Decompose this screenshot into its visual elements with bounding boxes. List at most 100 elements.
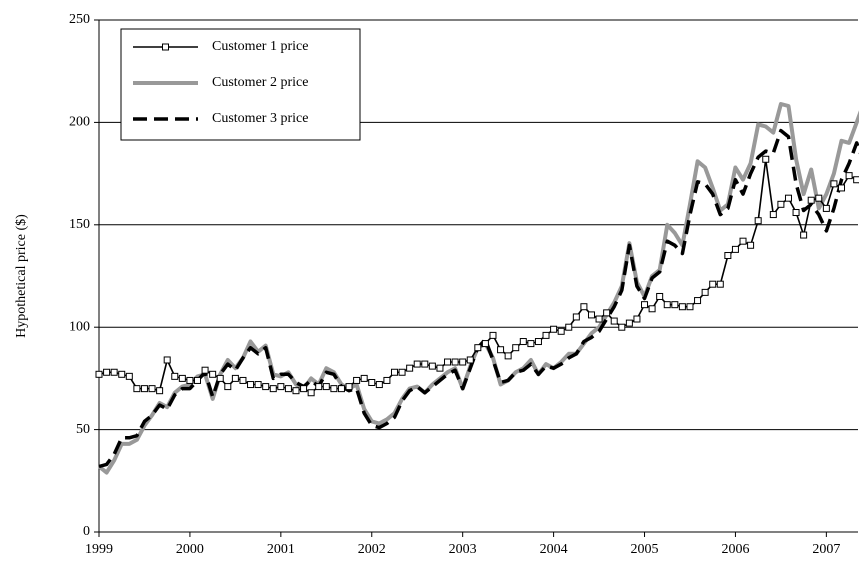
marker xyxy=(118,370,126,378)
marker xyxy=(701,288,709,296)
marker xyxy=(557,327,565,335)
marker xyxy=(625,319,633,327)
marker xyxy=(678,303,686,311)
x-tick-label: 2007 xyxy=(812,542,840,557)
marker xyxy=(292,387,300,395)
marker xyxy=(413,360,421,368)
marker xyxy=(800,231,808,239)
marker xyxy=(512,344,520,352)
marker xyxy=(110,368,118,376)
marker xyxy=(428,362,436,370)
marker xyxy=(504,352,512,360)
marker xyxy=(580,303,588,311)
series-line xyxy=(98,128,859,469)
x-tick-label: 2002 xyxy=(358,542,386,557)
marker xyxy=(474,344,482,352)
marker xyxy=(247,381,255,389)
marker xyxy=(550,325,558,333)
marker xyxy=(231,374,239,382)
marker xyxy=(216,374,224,382)
marker xyxy=(595,315,603,323)
marker xyxy=(193,376,201,384)
marker xyxy=(807,196,815,204)
marker xyxy=(436,364,444,372)
marker xyxy=(375,381,383,389)
series-line xyxy=(97,102,859,475)
marker xyxy=(830,180,838,188)
marker xyxy=(497,346,505,354)
marker xyxy=(754,217,762,225)
x-tick-label: 2006 xyxy=(721,542,749,557)
marker xyxy=(648,305,656,313)
marker xyxy=(784,194,792,202)
y-tick-label: 0 xyxy=(83,524,90,539)
marker xyxy=(618,323,626,331)
marker xyxy=(815,194,823,202)
marker xyxy=(353,376,361,384)
marker xyxy=(656,292,664,300)
marker xyxy=(565,323,573,331)
y-axis-label: Hypothetical price ($) xyxy=(14,214,29,338)
marker xyxy=(383,376,391,384)
marker xyxy=(527,340,535,348)
marker xyxy=(277,383,285,391)
legend-label: Customer 3 price xyxy=(212,111,308,126)
x-tick-label: 1999 xyxy=(85,542,113,557)
marker xyxy=(390,368,398,376)
x-tick-label: 2001 xyxy=(267,542,295,557)
y-tick-label: 100 xyxy=(69,319,90,334)
marker xyxy=(845,172,853,180)
marker xyxy=(610,317,618,325)
marker xyxy=(406,364,414,372)
marker xyxy=(103,368,111,376)
marker xyxy=(307,389,315,397)
marker xyxy=(444,358,452,366)
marker xyxy=(262,383,270,391)
marker xyxy=(534,338,542,346)
marker xyxy=(322,383,330,391)
y-tick-label: 250 xyxy=(69,12,90,27)
marker xyxy=(519,338,527,346)
x-tick-label: 2000 xyxy=(176,542,204,557)
marker xyxy=(724,252,732,260)
x-tick-label: 2003 xyxy=(449,542,477,557)
marker xyxy=(663,301,671,309)
marker xyxy=(345,383,353,391)
series-line xyxy=(98,158,859,394)
marker xyxy=(716,280,724,288)
marker xyxy=(337,385,345,393)
x-tick-label: 2005 xyxy=(631,542,659,557)
marker xyxy=(398,368,406,376)
marker xyxy=(671,301,679,309)
marker xyxy=(709,280,717,288)
y-tick-label: 150 xyxy=(69,217,90,232)
marker xyxy=(686,303,694,311)
marker xyxy=(95,370,103,378)
marker xyxy=(641,301,649,309)
x-tick-label: 2004 xyxy=(540,542,568,557)
marker xyxy=(254,381,262,389)
marker xyxy=(368,378,376,386)
marker xyxy=(163,356,171,364)
marker xyxy=(489,331,497,339)
marker xyxy=(587,311,595,319)
marker xyxy=(792,209,800,217)
marker xyxy=(224,383,232,391)
legend-marker xyxy=(162,43,169,51)
marker xyxy=(459,358,467,366)
marker xyxy=(284,385,292,393)
marker xyxy=(777,200,785,208)
marker xyxy=(838,184,846,192)
marker xyxy=(694,297,702,305)
marker xyxy=(186,376,194,384)
marker xyxy=(140,385,148,393)
marker xyxy=(822,204,830,212)
marker xyxy=(330,385,338,393)
marker xyxy=(360,374,368,382)
marker xyxy=(481,340,489,348)
marker xyxy=(201,366,209,374)
marker xyxy=(542,331,550,339)
y-tick-label: 200 xyxy=(69,115,90,130)
